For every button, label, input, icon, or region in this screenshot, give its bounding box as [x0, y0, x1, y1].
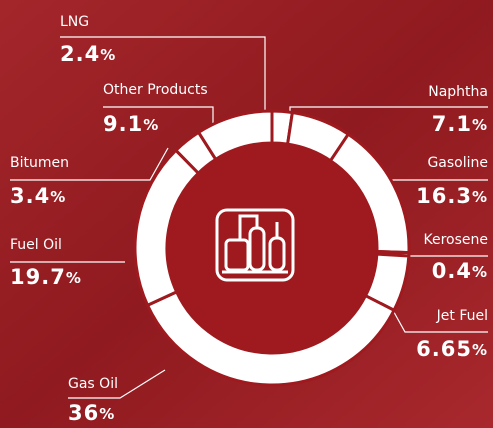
- donut: [133, 109, 411, 387]
- value-label: 0.4%: [432, 259, 488, 283]
- value-label: 16.3%: [416, 184, 488, 208]
- value-label: 7.1%: [432, 112, 488, 136]
- category-label: Bitumen: [10, 155, 69, 171]
- value-label: 2.4%: [60, 42, 116, 66]
- category-label: Jet Fuel: [436, 308, 488, 324]
- category-label: Gasoline: [427, 155, 488, 171]
- value-label: 3.4%: [10, 184, 66, 208]
- category-label: LNG: [60, 14, 89, 30]
- category-label: Gas Oil: [68, 376, 118, 392]
- value-label: 19.7%: [10, 265, 82, 289]
- value-label: 9.1%: [103, 112, 159, 136]
- value-label: 6.65%: [416, 337, 488, 361]
- category-label: Fuel Oil: [10, 237, 62, 253]
- category-label: Kerosene: [423, 232, 488, 248]
- value-label: 36%: [68, 401, 115, 425]
- refinery-icon: [215, 208, 295, 282]
- category-label: Naphtha: [428, 84, 488, 100]
- donut-center: [167, 143, 377, 353]
- category-label: Other Products: [103, 82, 208, 98]
